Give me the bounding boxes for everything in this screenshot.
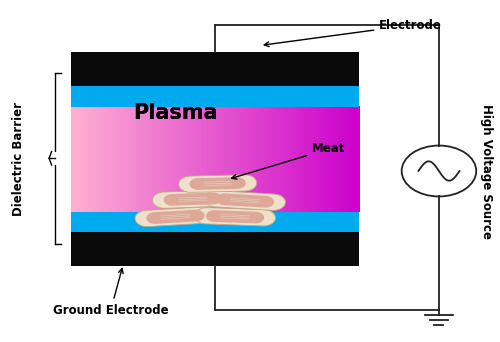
Bar [71,52,360,86]
Text: Dielectric Barrier: Dielectric Barrier [12,102,26,216]
Text: Electrode: Electrode [264,18,442,47]
Polygon shape [164,193,222,206]
Polygon shape [178,175,257,192]
Text: Plasma: Plasma [133,103,218,123]
Text: Ground Electrode: Ground Electrode [53,268,168,317]
Bar [71,232,360,266]
Polygon shape [206,210,264,223]
Polygon shape [146,210,204,224]
Bar [71,212,360,232]
Polygon shape [152,190,234,208]
Text: Meat: Meat [232,143,345,179]
Polygon shape [190,177,246,190]
Polygon shape [135,207,216,227]
Polygon shape [194,208,276,226]
Text: Plasma: Plasma [133,103,218,123]
Polygon shape [204,191,286,210]
Polygon shape [216,194,274,208]
Bar [71,86,360,107]
Text: High Voltage Source: High Voltage Source [480,104,492,238]
